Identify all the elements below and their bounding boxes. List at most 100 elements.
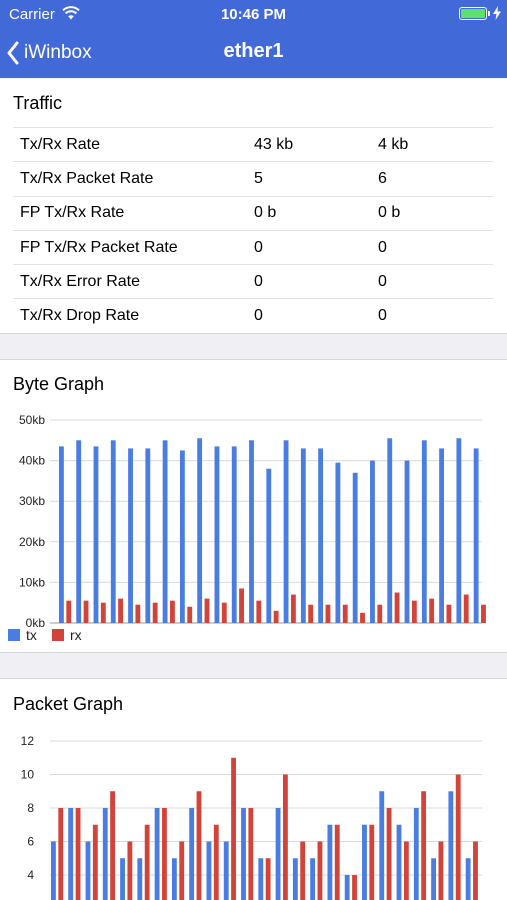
traffic-row: Tx/Rx Packet Rate 5 6 (13, 161, 493, 197)
y-tick-label: 20kb (19, 535, 45, 549)
legend-swatch-tx (8, 629, 20, 641)
bar-tx (197, 438, 203, 623)
y-tick-label: 8 (27, 801, 34, 815)
bar-rx (92, 824, 98, 900)
bar-tx (59, 446, 64, 623)
bar-rx (58, 808, 64, 900)
bar-rx (162, 808, 167, 900)
y-tick-label: 0kb (26, 616, 46, 630)
bar-tx (275, 808, 281, 900)
bar-rx (66, 600, 72, 623)
bar-tx (68, 808, 74, 900)
bar-rx (135, 604, 141, 623)
y-tick-label: 6 (27, 835, 34, 849)
status-bar: Carrier 10:46 PM (0, 0, 507, 28)
bar-tx (473, 448, 479, 623)
bar-tx (421, 440, 427, 623)
bar-rx (256, 600, 262, 623)
bar-tx (258, 858, 264, 900)
bar-rx (473, 841, 478, 900)
traffic-row-label: FP Tx/Rx Packet Rate (13, 229, 247, 265)
bar-rx (83, 600, 89, 623)
traffic-row-label: Tx/Rx Rate (13, 126, 247, 162)
bar-rx (239, 588, 244, 623)
traffic-row-rx: 0 b (371, 195, 493, 231)
bar-tx (223, 841, 229, 900)
bar-tx (292, 858, 298, 900)
traffic-row-tx: 0 b (247, 195, 371, 231)
bar-rx (100, 602, 106, 623)
bar-rx (179, 841, 185, 900)
bar-rx (265, 858, 271, 900)
traffic-row-tx: 5 (247, 161, 371, 197)
bar-tx (266, 468, 272, 623)
bar-tx (431, 858, 436, 900)
traffic-row-rx: 0 (371, 229, 493, 265)
y-tick-label: 10kb (19, 575, 45, 589)
traffic-row-label: FP Tx/Rx Rate (13, 195, 247, 231)
packet-graph-chart: 4 6 8 10 12 (21, 734, 482, 900)
bar-tx (171, 858, 177, 900)
traffic-row-label: Tx/Rx Drop Rate (13, 298, 247, 334)
traffic-row: Tx/Rx Error Rate 0 0 (13, 264, 493, 299)
bar-rx (455, 774, 461, 900)
back-button[interactable]: iWinbox (6, 28, 92, 78)
bar-rx (308, 604, 314, 623)
y-tick-label: 50kb (19, 413, 45, 427)
bar-tx (162, 440, 168, 623)
bar-tx (154, 808, 160, 900)
bar-rx (273, 610, 279, 623)
bar-tx (249, 440, 254, 623)
bar-tx (396, 824, 402, 900)
bar-tx (85, 841, 91, 900)
bar-rx (334, 824, 340, 900)
bar-rx (231, 757, 236, 900)
traffic-row-rx: 6 (371, 161, 493, 197)
y-tick-label: 10 (21, 768, 35, 782)
battery-icon (459, 7, 490, 20)
navigation-bar: iWinbox ether1 (0, 28, 507, 78)
bar-rx (463, 594, 469, 623)
bar-rx (300, 841, 306, 900)
bar-rx (75, 808, 81, 900)
byte-graph-title: Byte Graph (13, 374, 105, 394)
bar-rx (342, 604, 348, 623)
traffic-row-tx: 0 (247, 298, 371, 334)
page-title: ether1 (223, 40, 284, 62)
traffic-row-rx: 0 (371, 264, 493, 299)
bar-tx (93, 446, 99, 623)
bar-rx (110, 791, 116, 900)
bar-rx (127, 841, 133, 900)
bar-tx (283, 440, 289, 623)
bar-rx (438, 841, 444, 900)
wifi-icon (62, 6, 80, 20)
back-button-label: iWinbox (24, 42, 92, 63)
traffic-section: Traffic Tx/Rx Rate 43 kb 4 kb Tx/Rx Packet … (0, 78, 507, 334)
bar-tx (102, 808, 108, 900)
bar-tx (214, 446, 220, 623)
y-tick-label: 30kb (19, 494, 45, 508)
legend-swatch-rx (52, 629, 64, 641)
bar-rx (221, 602, 227, 623)
traffic-row-tx: 43 kb (247, 126, 371, 162)
bar-tx (439, 448, 444, 623)
bar-tx (362, 824, 367, 900)
bar-rx (369, 824, 375, 900)
bar-tx (379, 791, 385, 900)
chevron-left-icon (7, 41, 19, 65)
bar-rx (204, 598, 210, 623)
bar-rx (118, 598, 124, 623)
bar-rx (377, 604, 383, 623)
bar-rx (282, 774, 288, 900)
bar-rx (352, 875, 357, 900)
bar-tx (318, 448, 324, 623)
bar-tx (76, 440, 82, 623)
bar-tx (179, 450, 185, 623)
bar-rx (446, 604, 452, 623)
legend-label-rx: rx (70, 627, 82, 643)
bar-rx (386, 808, 392, 900)
bar-tx (352, 472, 358, 623)
traffic-row: FP Tx/Rx Packet Rate 0 0 (13, 229, 493, 265)
traffic-row-label: Tx/Rx Error Rate (13, 264, 247, 299)
packet-graph-section: Packet Graph 4 6 8 10 12 (0, 678, 507, 900)
